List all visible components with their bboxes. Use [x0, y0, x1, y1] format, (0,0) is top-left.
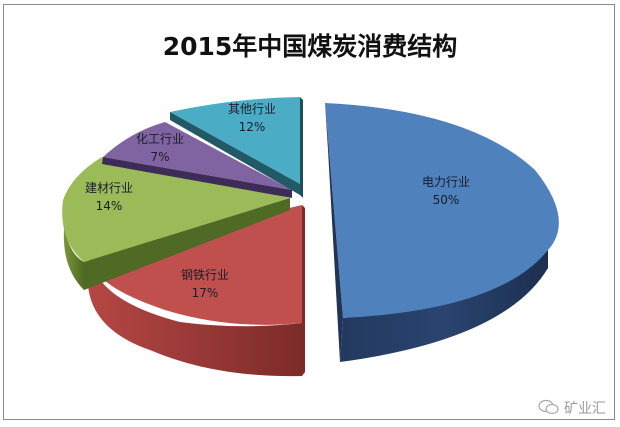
- slice-steel[interactable]: [88, 205, 305, 377]
- slice-chemical[interactable]: [102, 122, 292, 198]
- label-building-pct: 14%: [96, 199, 123, 213]
- slice-power[interactable]: [325, 103, 559, 362]
- slice-other[interactable]: [170, 97, 303, 198]
- label-chemical-pct: 7%: [150, 150, 169, 164]
- label-other-pct: 12%: [239, 120, 266, 134]
- watermark-text: 矿业汇: [564, 401, 606, 417]
- label-steel-name: 钢铁行业: [181, 268, 229, 282]
- label-other-name: 其他行业: [228, 102, 276, 116]
- chart-frame: [3, 4, 615, 420]
- watermark: 矿业汇: [537, 398, 606, 418]
- label-steel-pct: 17%: [192, 286, 219, 300]
- label-power-pct: 50%: [433, 193, 460, 207]
- label-building-name: 建材行业: [85, 181, 133, 195]
- slice-building[interactable]: [62, 157, 291, 290]
- label-power-name: 电力行业: [422, 175, 470, 189]
- chart-title: 2015年中国煤炭消费结构: [162, 32, 458, 61]
- wechat-icon: [537, 399, 560, 417]
- label-chemical-name: 化工行业: [136, 132, 184, 146]
